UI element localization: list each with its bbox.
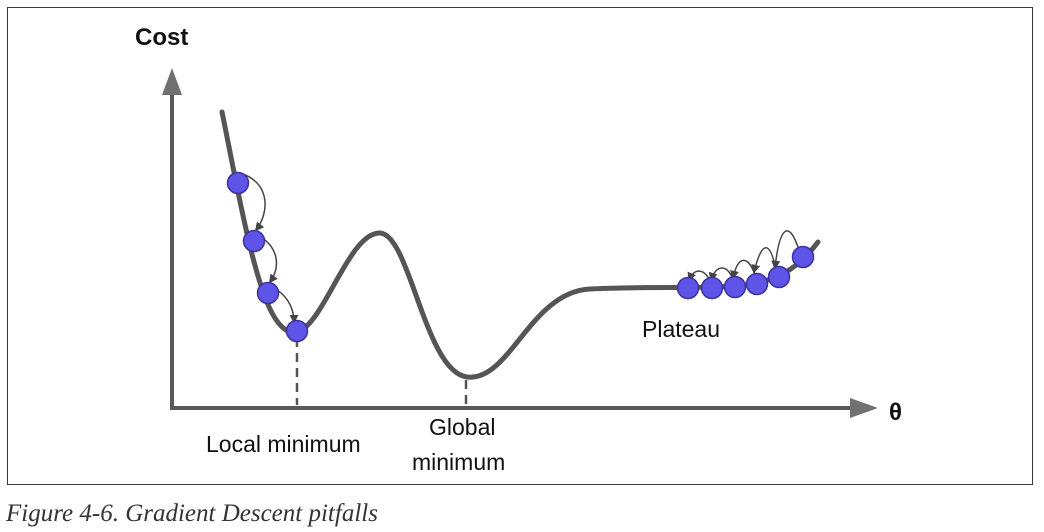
global-minimum-label-line2: minimum <box>412 449 505 475</box>
x-axis-label: θ <box>889 399 902 426</box>
descent-ball <box>745 272 769 296</box>
descent-step-arrow <box>730 259 756 280</box>
descent-ball <box>723 275 747 299</box>
figure-caption: Figure 4-6. Gradient Descent pitfalls <box>6 500 378 527</box>
plateau-descent <box>676 230 815 300</box>
descent-step-arrow <box>242 173 266 232</box>
descent-ball <box>226 171 250 195</box>
descent-step-arrow <box>771 230 800 270</box>
descent-ball <box>242 229 266 253</box>
descent-ball <box>791 245 815 269</box>
descent-ball <box>256 281 280 305</box>
descent-ball <box>285 319 309 343</box>
cost-curve <box>219 109 821 380</box>
descent-ball <box>700 276 724 300</box>
y-axis-arrowhead <box>162 68 182 95</box>
left-slope-descent <box>226 171 309 343</box>
local-minimum-label: Local minimum <box>206 431 361 457</box>
descent-step-arrow <box>751 247 777 274</box>
plateau-label: Plateau <box>642 316 720 342</box>
y-axis-label: Cost <box>135 24 188 51</box>
global-minimum-label-line1: Global <box>429 414 495 440</box>
descent-ball <box>767 265 791 289</box>
descent-ball <box>676 276 700 300</box>
x-axis-arrowhead <box>850 398 878 418</box>
gradient-descent-diagram: Cost θ Local minimum Global minimum Plat… <box>135 24 902 475</box>
